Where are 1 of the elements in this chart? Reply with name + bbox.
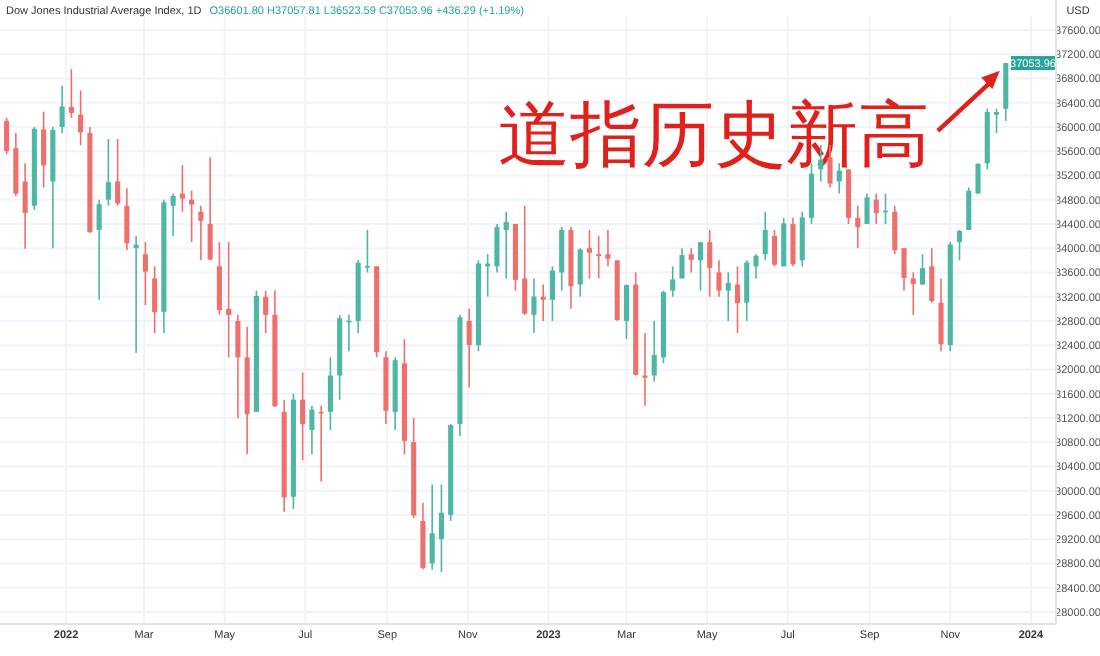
annotation: 道指历史新高	[497, 92, 930, 175]
